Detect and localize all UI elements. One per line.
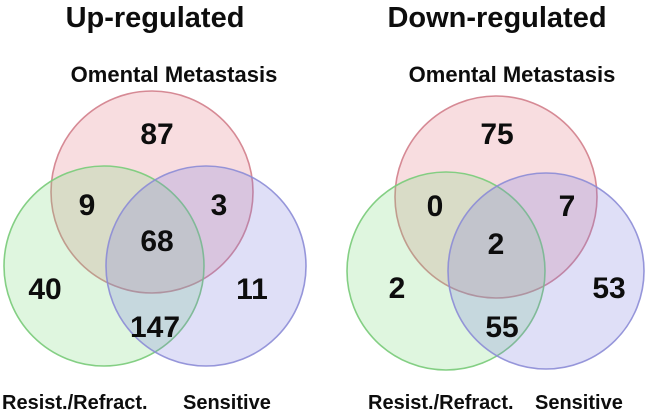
count-top-right-overlap: 3 xyxy=(211,189,228,222)
bottom-right-set-label: Sensitive xyxy=(535,392,623,414)
bottom-left-set-label: Resist./Refract. xyxy=(2,392,148,414)
left-circle-resist-refract xyxy=(346,171,546,371)
bottom-left-set-label: Resist./Refract. xyxy=(368,392,514,414)
bottom-right-set-label: Sensitive xyxy=(183,392,271,414)
count-center-overlap: 68 xyxy=(140,225,173,258)
count-top-only: 75 xyxy=(480,118,513,151)
count-right-only: 53 xyxy=(592,272,625,305)
right-circle-sensitive xyxy=(447,172,645,370)
count-left-only: 2 xyxy=(389,272,406,305)
count-top-left-overlap: 0 xyxy=(427,190,444,223)
panel-down-regulated: Down-regulated Omental Metastasis 75 0 7… xyxy=(325,0,650,417)
top-circle-omental-metastasis xyxy=(50,90,254,294)
count-top-right-overlap: 7 xyxy=(559,190,576,223)
top-set-label: Omental Metastasis xyxy=(70,62,278,87)
right-circle-sensitive xyxy=(105,165,307,367)
venn-diagram-down-regulated: 75 0 7 2 2 53 55 xyxy=(346,95,645,371)
venn-diagram-up-regulated: 87 9 3 68 40 11 147 xyxy=(3,90,307,367)
count-bottom-overlap: 147 xyxy=(130,311,180,344)
count-center-overlap: 2 xyxy=(488,228,505,261)
count-bottom-overlap: 55 xyxy=(485,311,518,344)
panel-title: Down-regulated xyxy=(387,2,607,34)
top-set-label: Omental Metastasis xyxy=(408,62,616,87)
panel-title: Up-regulated xyxy=(65,2,245,34)
count-left-only: 40 xyxy=(28,273,61,306)
count-top-left-overlap: 9 xyxy=(79,189,96,222)
top-circle-omental-metastasis xyxy=(394,95,598,299)
count-top-only: 87 xyxy=(140,118,173,151)
count-right-only: 11 xyxy=(236,273,268,306)
panel-up-regulated: Up-regulated Omental Metastasis 87 9 3 6… xyxy=(2,2,307,414)
left-circle-resist-refract xyxy=(3,165,205,367)
